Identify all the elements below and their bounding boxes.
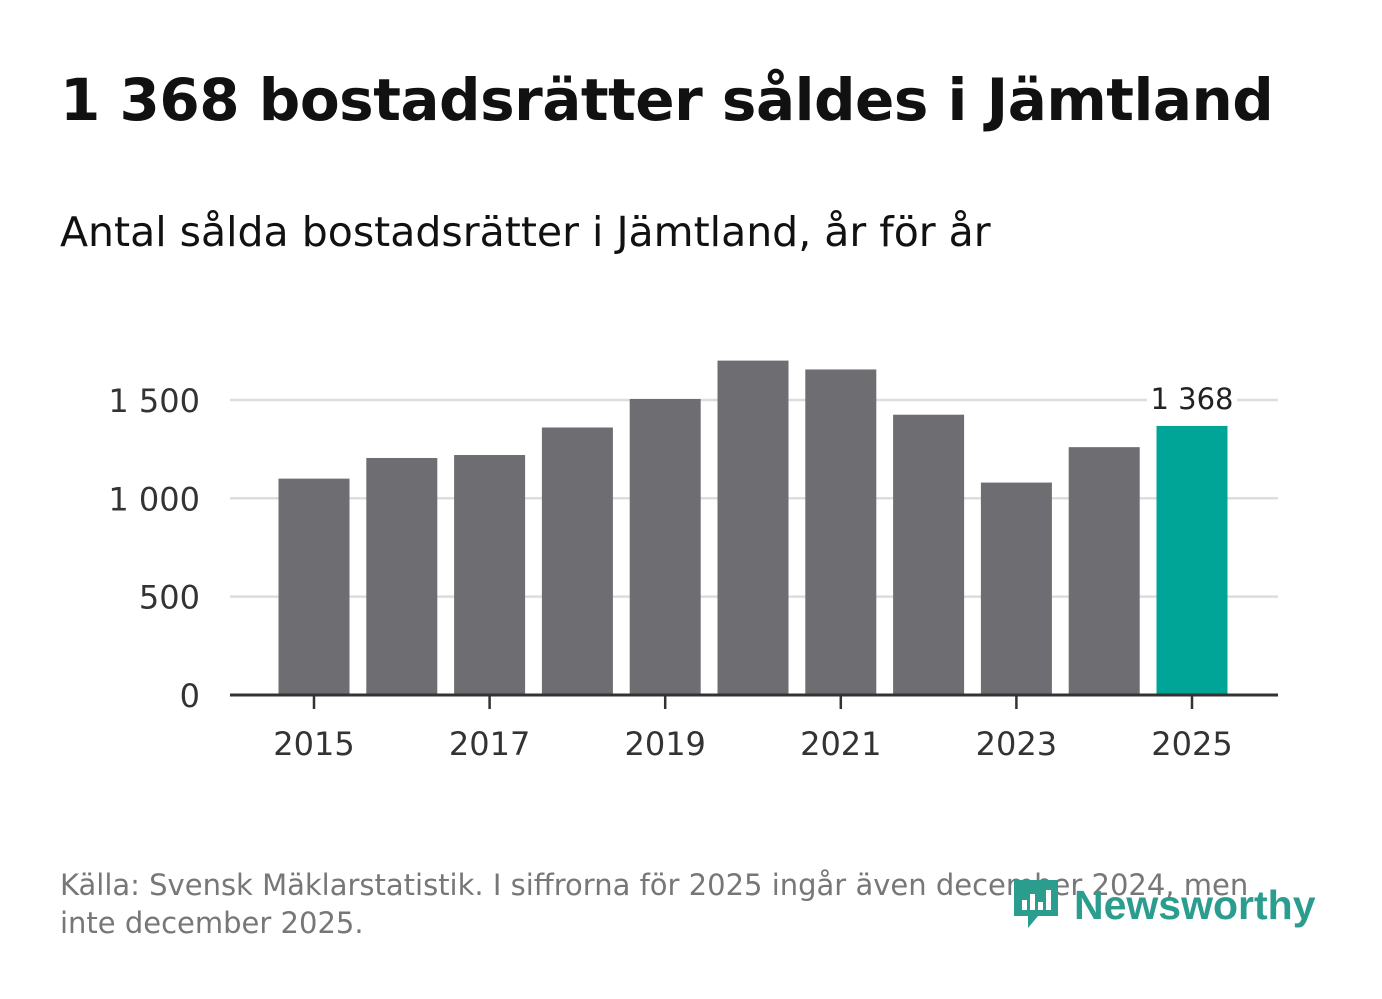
y-tick-label: 0 (180, 677, 200, 715)
bar-2016 (366, 457, 438, 695)
y-tick-label: 500 (139, 579, 200, 617)
bar-2025 (1156, 425, 1228, 695)
x-tick-label: 2019 (624, 725, 705, 763)
chart-title: 1 368 bostadsrätter såldes i Jämtland (60, 66, 1274, 134)
x-tick-label: 2023 (976, 725, 1057, 763)
brand-logo: Newsworthy (1010, 876, 1316, 934)
y-tick-label: 1 000 (108, 480, 200, 518)
bar-2015 (278, 478, 350, 695)
bar-2020 (717, 360, 789, 695)
chart-subtitle: Antal sålda bostadsrätter i Jämtland, år… (60, 208, 991, 256)
data-label-background (1147, 380, 1237, 417)
data-label-2025: 1 368 (1150, 382, 1233, 416)
bar-2022 (893, 414, 965, 695)
bar-2023 (980, 482, 1052, 695)
newsworthy-logo-icon (1014, 880, 1058, 928)
bar-2024 (1068, 447, 1140, 695)
bar-chart: 0 500 1 000 1 500 2015 2017 2019 2021 2023 2025 1 … (108, 360, 1278, 763)
x-tick-label: 2021 (800, 725, 881, 763)
bar-2021 (805, 369, 877, 695)
brand-name: Newsworthy (1074, 881, 1316, 928)
bar-2017 (454, 455, 526, 695)
y-tick-label: 1 500 (108, 382, 200, 420)
x-tick-label: 2025 (1151, 725, 1232, 763)
bar-2019 (629, 398, 701, 695)
bar-2018 (541, 427, 613, 695)
x-tick-label: 2017 (449, 725, 530, 763)
x-tick-label: 2015 (273, 725, 354, 763)
